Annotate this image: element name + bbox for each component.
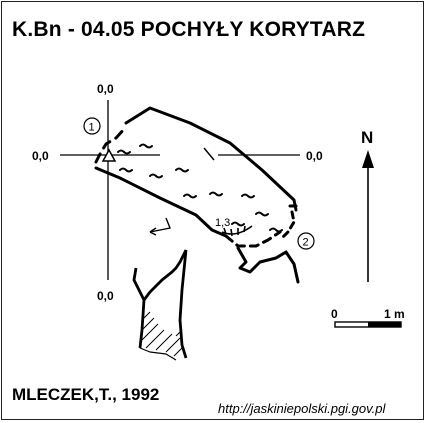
- step-hachure: [230, 228, 233, 237]
- step-line: [221, 225, 253, 235]
- scale-bar: [334, 321, 402, 328]
- sediment-mark: [183, 193, 197, 199]
- hatch-line: [155, 333, 173, 351]
- hatch-line: [141, 311, 151, 321]
- hatch-line: [141, 323, 159, 341]
- sediment-mark: [231, 221, 245, 227]
- sediment-mark: [149, 173, 163, 179]
- scale-end-label: 1 m: [384, 307, 405, 321]
- slope-step-marker: [221, 225, 253, 237]
- sediment-mark: [255, 211, 269, 217]
- hatch-line: [165, 337, 181, 353]
- hatch-line: [173, 347, 183, 357]
- cross-section-lines: [60, 100, 300, 280]
- corridor-end-chamber: [236, 246, 300, 284]
- sediment-mark: [209, 191, 223, 197]
- hatch-line: [145, 329, 165, 349]
- sediment-mark: [175, 167, 189, 173]
- corridor-end-dashed: [280, 210, 296, 240]
- section-label-top: 0,0: [97, 82, 114, 96]
- profile-ceiling: [132, 249, 188, 302]
- station-1-number: 1: [89, 122, 95, 134]
- corridor-lower-wall: [94, 166, 228, 238]
- hatch-line: [141, 317, 155, 331]
- source-url: http://jaskiniepolski.pgi.gov.pl: [218, 401, 386, 416]
- cross-section-profile: [132, 249, 188, 361]
- corridor-lower-wall-dashed: [224, 230, 282, 248]
- entrance-triangle-icon: [101, 148, 117, 162]
- slope-arrow: [149, 147, 215, 236]
- north-arrow-head: [362, 150, 374, 168]
- step-hachure: [223, 227, 227, 235]
- sediment-mark: [269, 227, 283, 233]
- section-tick: [203, 147, 215, 161]
- profile-floor: [139, 347, 177, 361]
- slope-arrow-head: [149, 227, 157, 236]
- survey-author: MLECZEK,T., 1992: [12, 385, 160, 404]
- corridor-upper-wall: [124, 106, 298, 212]
- sediment-mark: [241, 193, 255, 199]
- sediment-mark: [117, 149, 131, 155]
- corridor-outline: [94, 106, 300, 284]
- profile-right-wall: [178, 249, 188, 359]
- station-1-circle: [83, 117, 101, 135]
- north-label: N: [361, 128, 373, 147]
- slope-arrow-line: [149, 217, 171, 233]
- corridor-upper-wall-dashed: [94, 125, 128, 164]
- station-2-circle: [297, 232, 315, 250]
- sediment-mark: [119, 167, 133, 173]
- section-label-left: 0,0: [32, 149, 49, 163]
- profile-hatching: [141, 311, 183, 357]
- section-label-bottom: 0,0: [97, 289, 114, 303]
- floor-sediment-marks: [117, 143, 283, 233]
- depth-mark-label: 1,3: [215, 217, 230, 229]
- sediment-mark: [139, 143, 153, 149]
- hatch-line: [175, 329, 183, 337]
- station-2-marker: 2: [297, 232, 315, 250]
- cave-title: K.Bn - 04.05 POCHYŁY KORYTARZ: [12, 18, 366, 41]
- north-arrow-icon: [362, 150, 374, 282]
- scale-bar-fill: [368, 322, 401, 327]
- section-label-right: 0,0: [306, 149, 323, 163]
- scale-start-label: 0: [331, 307, 338, 321]
- station-2-number: 2: [303, 237, 309, 249]
- station-1-marker: 1: [83, 117, 117, 162]
- profile-left-wall: [138, 299, 146, 349]
- step-hachure: [243, 225, 246, 233]
